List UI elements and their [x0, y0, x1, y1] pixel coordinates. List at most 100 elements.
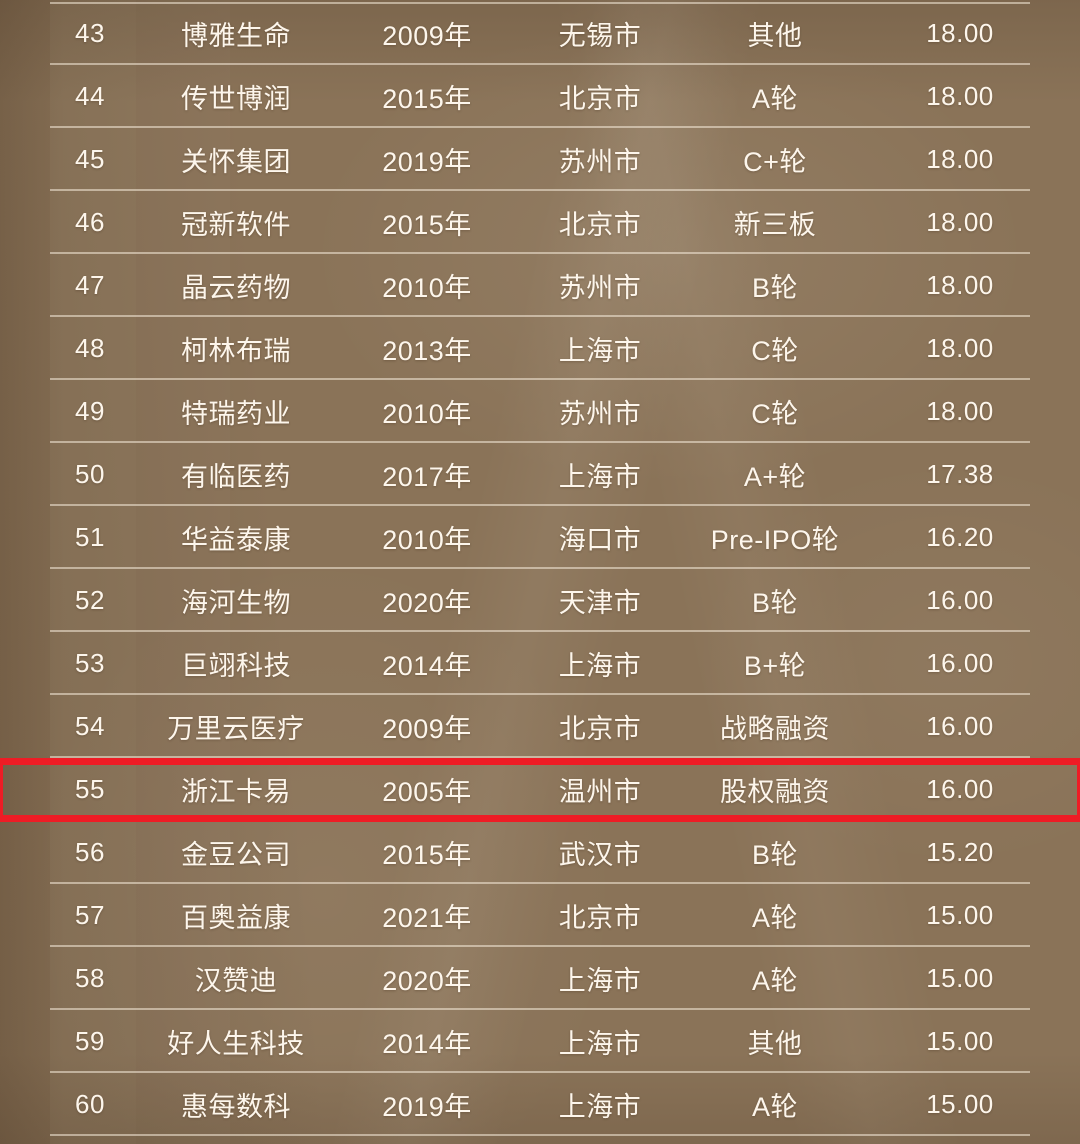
cell-funding-round: A轮: [751, 903, 798, 933]
cell-funding-amount: 15.00: [926, 1089, 994, 1119]
cell-founded-year: 2013年: [382, 336, 472, 366]
cell-funding-round: Pre-IPO轮: [710, 525, 840, 555]
table-row[interactable]: 53 巨翊科技 2014年 上海市 B+轮 16.00: [0, 632, 1080, 695]
cell-company-name: 柯林布瑞: [181, 336, 291, 366]
cell-company-name: 传世博润: [181, 84, 291, 114]
table-row[interactable]: 43 博雅生命 2009年 无锡市 其他 18.00: [0, 2, 1080, 65]
cell-founded-year: 2021年: [382, 903, 472, 933]
cell-rank: 54: [75, 711, 105, 741]
table-row[interactable]: 45 关怀集团 2019年 苏州市 C+轮 18.00: [0, 128, 1080, 191]
cell-rank: 57: [75, 900, 105, 930]
cell-rank: 56: [75, 837, 105, 867]
cell-founded-year: 2010年: [382, 399, 472, 429]
cell-rank: 51: [75, 522, 105, 552]
table-row[interactable]: 59 好人生科技 2014年 上海市 其他 15.00: [0, 1010, 1080, 1073]
cell-company-name: 百奥益康: [181, 903, 291, 933]
cell-funding-round: C+轮: [743, 147, 807, 177]
cell-company-name: 华益泰康: [181, 525, 291, 555]
cell-company-name: 金豆公司: [181, 840, 291, 870]
table-row[interactable]: 52 海河生物 2020年 天津市 B轮 16.00: [0, 569, 1080, 632]
table-row[interactable]: 55 浙江卡易 2005年 温州市 股权融资 16.00: [0, 758, 1080, 822]
table-row[interactable]: 47 晶云药物 2010年 苏州市 B轮 18.00: [0, 254, 1080, 317]
cell-city: 上海市: [558, 966, 642, 996]
cell-company-name: 有临医药: [181, 462, 291, 492]
cell-city: 北京市: [558, 714, 642, 744]
cell-rank: 52: [75, 585, 105, 615]
table-row[interactable]: 48 柯林布瑞 2013年 上海市 C轮 18.00: [0, 317, 1080, 380]
cell-company-name: 关怀集团: [181, 147, 291, 177]
cell-city: 天津市: [558, 588, 642, 618]
cell-founded-year: 2017年: [382, 462, 472, 492]
cell-company-name: 惠每数科: [181, 1092, 291, 1122]
cell-company-name: 巨翊科技: [181, 651, 291, 681]
table-row[interactable]: 44 传世博润 2015年 北京市 A轮 18.00: [0, 65, 1080, 128]
cell-founded-year: 2015年: [382, 84, 472, 114]
cell-funding-round: C轮: [751, 336, 799, 366]
cell-city: 苏州市: [558, 147, 642, 177]
cell-founded-year: 2010年: [382, 273, 472, 303]
cell-city: 上海市: [558, 336, 642, 366]
cell-company-name: 博雅生命: [181, 21, 291, 51]
cell-founded-year: 2020年: [382, 966, 472, 996]
cell-founded-year: 2020年: [382, 588, 472, 618]
cell-city: 武汉市: [558, 840, 642, 870]
cell-rank: 60: [75, 1089, 105, 1119]
cell-company-name: 汉赞迪: [194, 966, 278, 996]
cell-funding-amount: 16.00: [926, 585, 994, 615]
cell-funding-round: C轮: [751, 399, 799, 429]
cell-company-name: 冠新软件: [181, 210, 291, 240]
cell-funding-amount: 15.00: [926, 963, 994, 993]
cell-city: 苏州市: [558, 399, 642, 429]
cell-funding-amount: 18.00: [926, 144, 994, 174]
cell-rank: 47: [75, 270, 105, 300]
cell-city: 苏州市: [558, 273, 642, 303]
cell-company-name: 浙江卡易: [181, 777, 291, 807]
cell-founded-year: 2019年: [382, 1092, 472, 1122]
table-row[interactable]: 56 金豆公司 2015年 武汉市 B轮 15.20: [0, 821, 1080, 884]
cell-founded-year: 2005年: [382, 777, 472, 807]
cell-funding-amount: 18.00: [926, 270, 994, 300]
cell-company-name: 特瑞药业: [181, 399, 291, 429]
cell-funding-amount: 18.00: [926, 18, 994, 48]
cell-founded-year: 2015年: [382, 210, 472, 240]
table-row[interactable]: 51 华益泰康 2010年 海口市 Pre-IPO轮 16.20: [0, 506, 1080, 569]
cell-company-name: 好人生科技: [167, 1029, 305, 1059]
cell-funding-round: 战略融资: [720, 714, 830, 744]
cell-rank: 46: [75, 207, 105, 237]
cell-rank: 50: [75, 459, 105, 489]
cell-rank: 58: [75, 963, 105, 993]
cell-rank: 44: [75, 81, 105, 111]
table-row[interactable]: 49 特瑞药业 2010年 苏州市 C轮 18.00: [0, 380, 1080, 443]
cell-city: 温州市: [558, 777, 642, 807]
cell-rank: 43: [75, 18, 105, 48]
cell-founded-year: 2009年: [382, 21, 472, 51]
cell-rank: 55: [75, 774, 105, 804]
table-row[interactable]: 50 有临医药 2017年 上海市 A+轮 17.38: [0, 443, 1080, 506]
cell-company-name: 海河生物: [181, 588, 291, 618]
cell-funding-amount: 17.38: [926, 459, 994, 489]
table-row[interactable]: 57 百奥益康 2021年 北京市 A轮 15.00: [0, 884, 1080, 947]
cell-city: 上海市: [558, 462, 642, 492]
cell-funding-amount: 16.00: [926, 774, 994, 804]
cell-founded-year: 2015年: [382, 840, 472, 870]
table-row[interactable]: 58 汉赞迪 2020年 上海市 A轮 15.00: [0, 947, 1080, 1010]
cell-funding-round: A轮: [751, 1092, 798, 1122]
cell-city: 上海市: [558, 1029, 642, 1059]
table-row[interactable]: 46 冠新软件 2015年 北京市 新三板 18.00: [0, 191, 1080, 254]
cell-funding-round: B+轮: [743, 651, 807, 681]
cell-city: 上海市: [558, 1092, 642, 1122]
cell-rank: 45: [75, 144, 105, 174]
cell-funding-round: B轮: [751, 840, 798, 870]
cell-founded-year: 2019年: [382, 147, 472, 177]
cell-funding-amount: 18.00: [926, 396, 994, 426]
cell-founded-year: 2014年: [382, 651, 472, 681]
cell-funding-round: A+轮: [743, 462, 807, 492]
cell-funding-amount: 15.00: [926, 1026, 994, 1056]
cell-funding-round: A轮: [751, 84, 798, 114]
cell-funding-round: B轮: [751, 588, 798, 618]
table-row[interactable]: 54 万里云医疗 2009年 北京市 战略融资 16.00: [0, 695, 1080, 758]
table-row[interactable]: 60 惠每数科 2019年 上海市 A轮 15.00: [0, 1073, 1080, 1136]
cell-founded-year: 2014年: [382, 1029, 472, 1059]
